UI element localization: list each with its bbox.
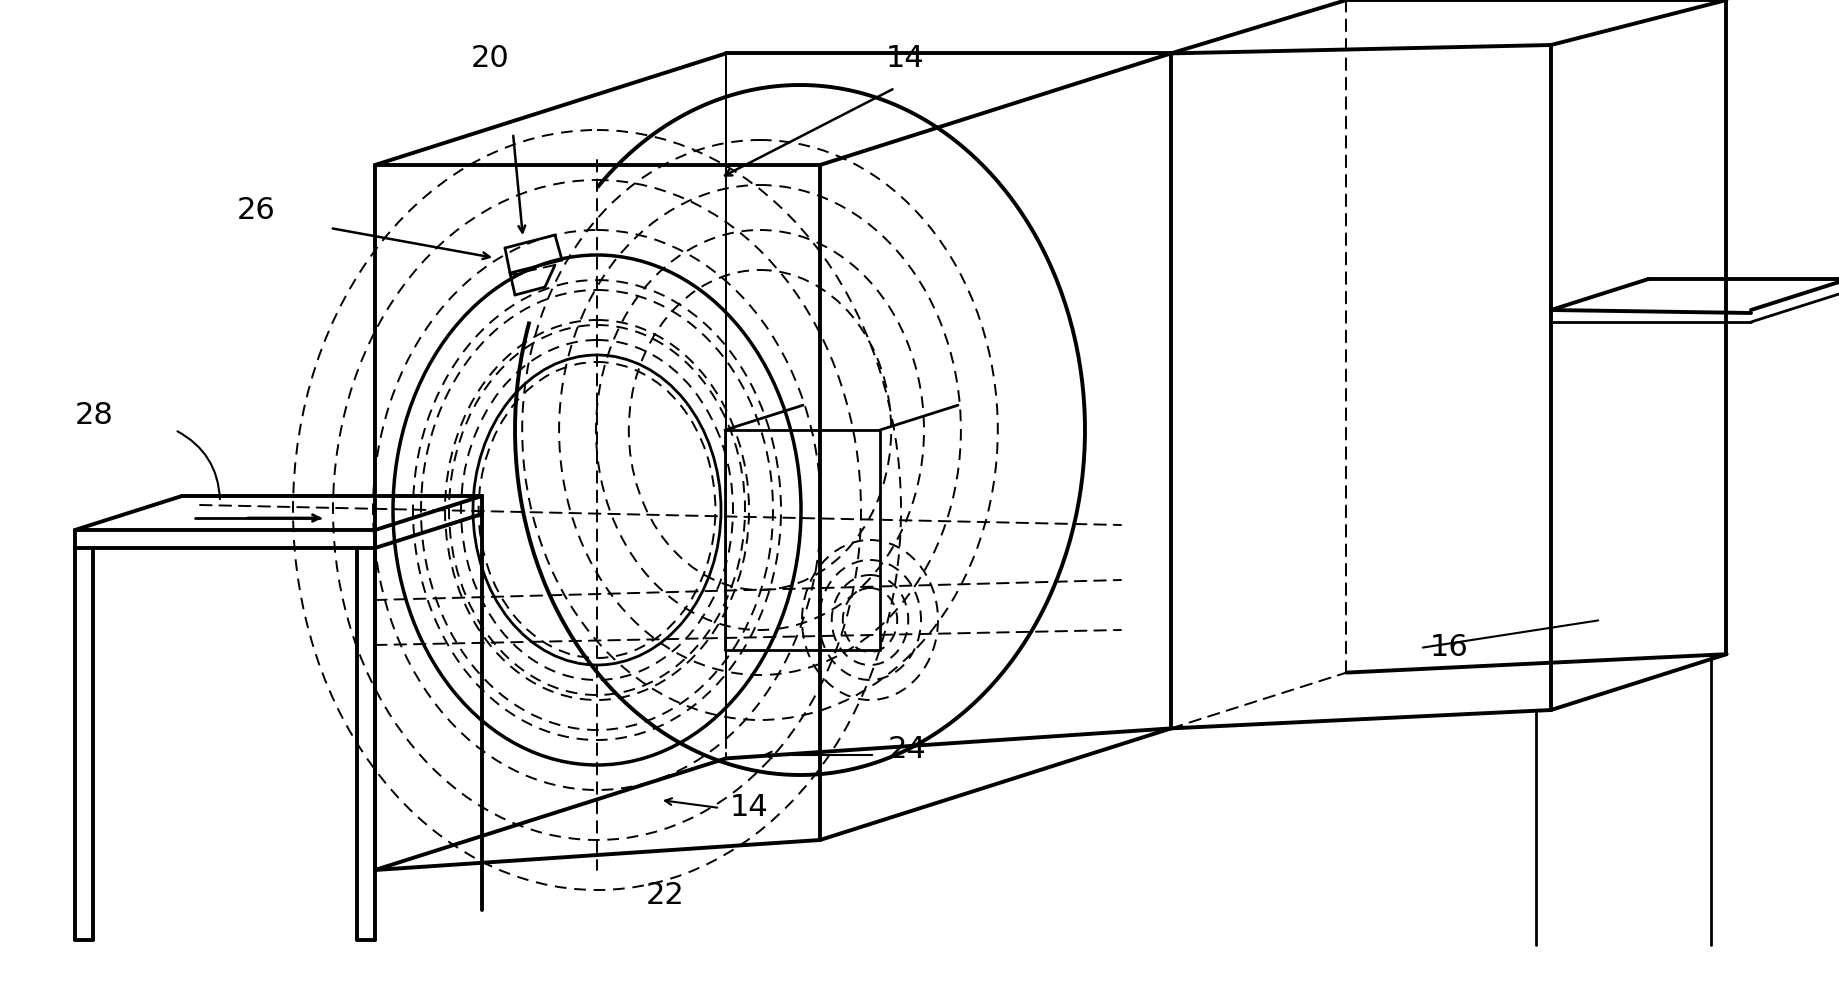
Text: 20: 20: [471, 44, 509, 72]
Text: 24: 24: [888, 736, 927, 764]
Text: 14: 14: [730, 793, 769, 823]
Text: 26: 26: [235, 196, 276, 225]
Text: 22: 22: [645, 880, 684, 910]
Text: 16: 16: [1431, 634, 1469, 663]
Text: 14: 14: [886, 44, 925, 72]
Text: 28: 28: [75, 401, 114, 429]
